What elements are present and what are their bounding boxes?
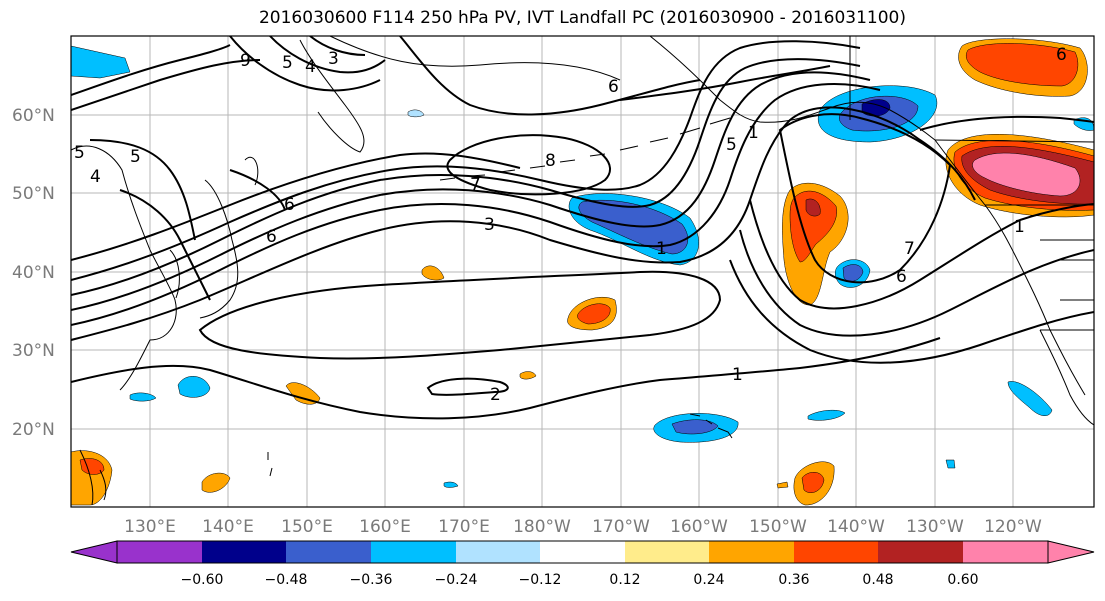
contour-label: 2 (490, 385, 501, 405)
pos-anomaly-small-1 (421, 265, 445, 281)
colorbar-cell (371, 541, 456, 563)
ivt-anomaly-fill (71, 38, 1094, 506)
neg-anomaly-small-8 (407, 109, 425, 118)
lon-label: 160°W (670, 517, 728, 537)
contour-label: 5 (74, 143, 85, 163)
contour-label: 1 (656, 239, 667, 259)
contour-label: 5 (130, 147, 141, 167)
lon-label: 130°W (906, 517, 964, 537)
pos-anomaly-small-2 (285, 382, 321, 405)
coastlines (71, 36, 1094, 506)
pos-anomaly-small-4 (519, 371, 537, 380)
colorbar-tick: 0.48 (862, 572, 893, 588)
contour-label: 4 (90, 167, 101, 187)
contour-label: 3 (328, 49, 339, 69)
contour-label: 1 (748, 123, 759, 143)
colorbar-tick: −0.36 (350, 572, 393, 588)
colorbar-cell (963, 541, 1048, 563)
colorbar-tick: 0.60 (947, 572, 978, 588)
colorbar: −0.60 −0.48 −0.36 −0.24 −0.12 0.12 0.24 … (70, 540, 1095, 588)
colorbar-tick-labels: −0.60 −0.48 −0.36 −0.24 −0.12 0.12 0.24 … (181, 572, 979, 588)
colorbar-cells (116, 540, 1049, 564)
neg-anomaly-small-7 (443, 481, 459, 488)
colorbar-tick: −0.12 (519, 572, 562, 588)
contour-label: 5 (282, 53, 293, 73)
colorbar-cell (286, 541, 371, 563)
colorbar-tick: 0.24 (693, 572, 724, 588)
colorbar-tick: −0.24 (435, 572, 478, 588)
contour-label: 7 (904, 239, 915, 259)
lon-label: 150°W (749, 517, 807, 537)
colorbar-cell (456, 541, 540, 563)
longitude-labels: 130°E 140°E 150°E 160°E 170°E 180°W 170°… (124, 517, 1042, 537)
latitude-labels: 60°N 50°N 40°N 30°N 20°N (12, 106, 55, 440)
neg-anomaly-small-4 (807, 409, 846, 421)
lon-label: 140°E (202, 517, 254, 537)
contour-label: 1 (732, 365, 743, 385)
colorbar-extend-left (70, 540, 118, 564)
neg-anomaly-small-2 (177, 376, 211, 398)
lon-label: 130°E (124, 517, 176, 537)
lon-label: 170°W (592, 517, 650, 537)
map-border (70, 35, 1095, 508)
contour-label: 9 (240, 51, 251, 71)
colorbar-tick: 0.12 (609, 572, 640, 588)
contour-label: 6 (266, 227, 277, 247)
contour-label: 6 (1056, 45, 1067, 65)
contour-label: 6 (896, 267, 907, 287)
neg-anomaly-small-3 (129, 392, 157, 402)
lat-label: 60°N (12, 106, 55, 126)
colorbar-cell (202, 541, 286, 563)
contour-label: 4 (305, 57, 316, 77)
colorbar-tick: −0.48 (265, 572, 308, 588)
colorbar-cell (794, 541, 878, 563)
contour-label-group: 9 5 4 3 6 5 4 5 6 8 7 3 1 5 1 7 6 6 1 2 … (74, 45, 1067, 405)
contour-label: 3 (484, 215, 495, 235)
neg-anomaly-small-6 (945, 459, 956, 469)
neg-anomaly-small-5 (1007, 381, 1053, 416)
lat-label: 20°N (12, 420, 55, 440)
colorbar-cell (117, 541, 202, 563)
lon-label: 160°E (359, 517, 411, 537)
pv-contours (71, 36, 1094, 420)
colorbar-cell (540, 541, 625, 563)
contour-label: 8 (545, 151, 556, 171)
lat-label: 30°N (12, 341, 55, 361)
contour-label: 6 (608, 77, 619, 97)
lon-label: 180°W (513, 517, 571, 537)
contour-label: 1 (1014, 217, 1025, 237)
colorbar-cell (709, 541, 794, 563)
lat-label: 50°N (12, 184, 55, 204)
colorbar-tick: 0.36 (778, 572, 809, 588)
colorbar-cell (625, 541, 709, 563)
lon-label: 120°W (984, 517, 1042, 537)
lon-label: 150°E (281, 517, 333, 537)
contour-label: 7 (470, 175, 481, 195)
pos-anomaly-small-3 (201, 472, 231, 493)
pos-anomaly-small-5 (776, 481, 789, 489)
lat-label: 40°N (12, 263, 55, 283)
contour-label: 5 (726, 135, 737, 155)
lon-label: 140°W (827, 517, 885, 537)
map-title: 2016030600 F114 250 hPa PV, IVT Landfall… (258, 8, 906, 28)
lon-label: 170°E (438, 517, 490, 537)
colorbar-tick: −0.60 (181, 572, 224, 588)
contour-label: 6 (284, 195, 295, 215)
colorbar-cell (878, 541, 963, 563)
neg-anomaly-ne-corner (71, 45, 131, 79)
colorbar-extend-right (1047, 540, 1095, 564)
